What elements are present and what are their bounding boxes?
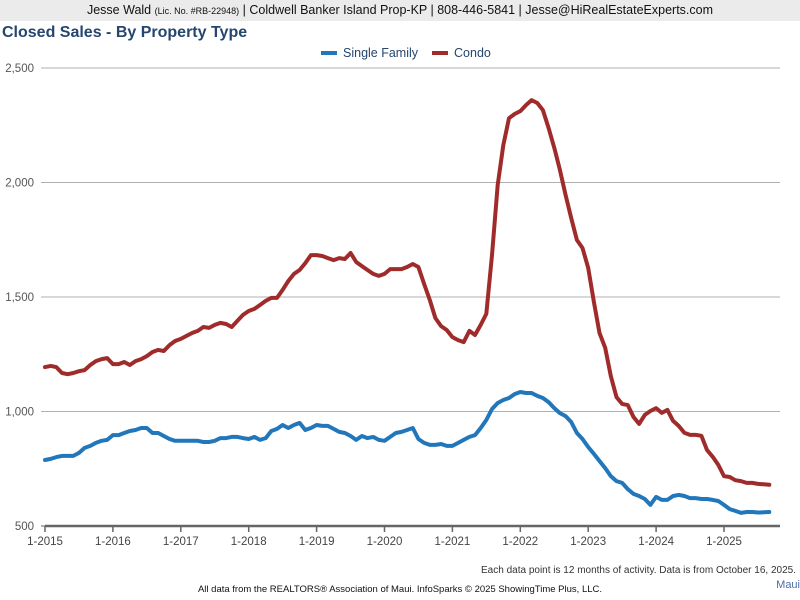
legend-item-condo[interactable]: Condo (432, 46, 491, 60)
legend-label-single-family: Single Family (343, 46, 419, 60)
x-tick-label: 1-2022 (502, 536, 538, 548)
footer-credit: All data from the REALTORS® Association … (197, 584, 603, 595)
legend-label-condo: Condo (454, 46, 491, 60)
x-tick-label: 1-2019 (299, 536, 335, 548)
y-axis-tick-labels: 500 1,000 1,500 2,000 2,500 (5, 63, 34, 533)
agent-contact-bar: Jesse Wald (Lic. No. #RB-22948) | Coldwe… (0, 0, 800, 21)
x-axis: 1-2015 1-2016 1-2017 1-2018 1-2019 1-2020 1-20… (27, 524, 780, 548)
chart-legend: Single Family Condo (321, 46, 491, 60)
gridlines (41, 67, 780, 412)
x-tick-label: 1-2020 (367, 536, 403, 548)
x-tick-label: 1-2025 (706, 536, 742, 548)
x-tick-label: 1-2023 (570, 536, 606, 548)
series-line-single-family (43, 390, 772, 515)
legend-item-single-family[interactable]: Single Family (321, 46, 418, 60)
data-note: Each data point is 12 months of activity… (481, 565, 796, 576)
x-tick-label: 1-2015 (27, 536, 63, 548)
x-tick-label: 1-2017 (163, 536, 199, 548)
x-tick-label: 1-2021 (434, 536, 470, 548)
license-number: (Lic. No. #RB-22948) (154, 6, 240, 16)
x-tick-label: 1-2024 (638, 536, 674, 548)
x-tick-label: 1-2016 (95, 536, 131, 548)
chart-title: Closed Sales - By Property Type (2, 24, 248, 41)
y-tick-label: 2,500 (5, 63, 34, 75)
y-tick-label: 1,500 (5, 292, 34, 304)
region-label[interactable]: Maui (776, 579, 800, 591)
legend-swatch-single-family (321, 51, 337, 55)
y-tick-label: 500 (15, 521, 34, 533)
legend-swatch-condo (432, 51, 449, 55)
y-tick-label: 1,000 (5, 407, 34, 419)
agent-details: | Coldwell Banker Island Prop-KP | 808-4… (242, 3, 713, 17)
series-lines (43, 98, 772, 515)
agent-name: Jesse Wald (86, 3, 152, 17)
series-line-condo (43, 98, 772, 487)
y-tick-label: 2,000 (5, 178, 34, 190)
x-tick-label: 1-2018 (231, 536, 267, 548)
